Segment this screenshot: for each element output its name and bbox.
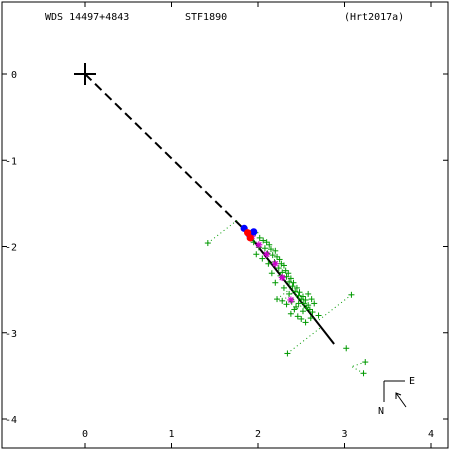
compass: E N [378,376,415,417]
observation-star [263,251,270,258]
x-tick-label: 0 [82,429,88,440]
y-tick-label: 0 [11,70,17,81]
wds-designation: WDS 14497+4843 [45,12,129,23]
residual-line [290,303,304,315]
x-tick-label: 1 [168,429,174,440]
residual-line [351,361,366,368]
orbit-lines [74,63,335,345]
motion-arrowhead-icon [395,392,402,399]
observation-dot [246,234,254,242]
residual-line [207,219,238,244]
observation-star [255,241,262,248]
y-tick-label: -4 [5,415,17,426]
x-tick-label: 3 [341,429,347,440]
observation-star [279,274,286,281]
orbit-path [245,230,335,345]
observation-dot [250,228,258,236]
residual-line [316,294,352,323]
y-tick-label: -2 [5,243,17,254]
observation-star [287,297,294,303]
observation-star [272,260,279,267]
observation-marks [204,219,369,377]
y-tick-label: -1 [5,156,17,167]
motion-arrow-icon [395,392,407,408]
compass-north-label: N [378,406,384,417]
star-name: STF1890 [185,12,227,23]
y-tick-label: -3 [5,329,17,340]
residual-line [351,366,364,374]
compass-east-label: E [409,376,415,387]
residual-line [287,326,322,354]
residual-line [276,288,292,300]
x-tick-label: 4 [428,429,434,440]
node-line [84,73,247,232]
x-tick-label: 2 [255,429,261,440]
orbit-reference: (Hrt2017a) [344,12,404,23]
